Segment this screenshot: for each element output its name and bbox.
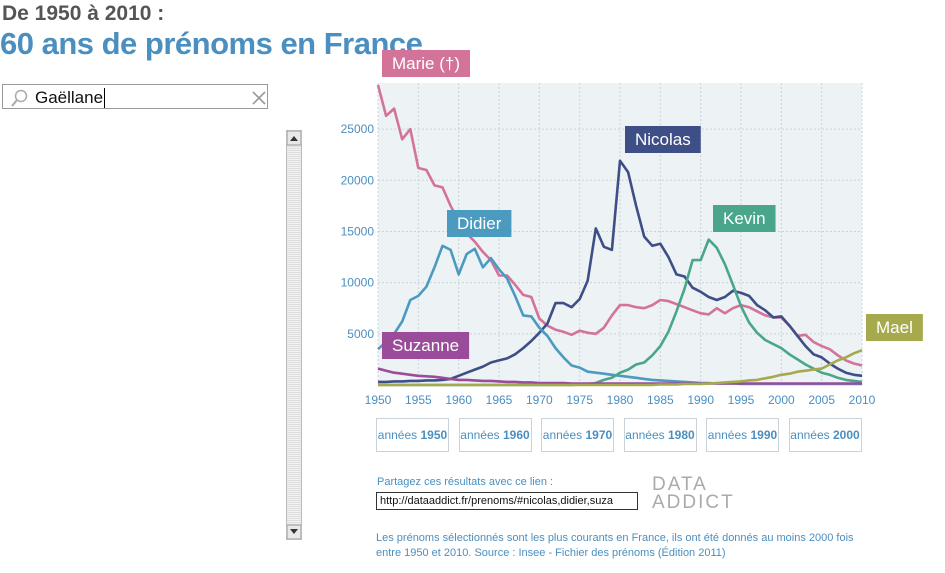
logo[interactable]: DATA ADDICT [652, 474, 735, 513]
series-tag[interactable]: Suzanne [382, 332, 470, 359]
y-tick-label: 20000 [341, 173, 375, 187]
series-tag[interactable]: Nicolas [625, 126, 701, 153]
search-icon [11, 89, 28, 107]
button-label: années [377, 428, 418, 442]
search-box[interactable]: Gaëllane [2, 84, 268, 109]
share-label: Partagez ces résultats avec ce lien : [377, 476, 554, 488]
series-line [378, 159, 863, 384]
series-line [378, 348, 863, 387]
series-line [377, 367, 862, 385]
tag-box [713, 205, 776, 232]
series-tag[interactable]: Kevin [713, 205, 776, 232]
x-tick-label: 1980 [607, 393, 634, 407]
tag-label: Marie (†) [392, 54, 460, 73]
x-tick-label: 1990 [687, 393, 714, 407]
footer-note: Les prénoms sélectionnés sont les plus c… [376, 532, 854, 559]
tag-label: Didier [457, 214, 502, 233]
button-label: années [542, 428, 583, 442]
x-tick-label: 1955 [405, 393, 432, 407]
tag-box [382, 50, 471, 77]
tag-label: Mael [876, 318, 913, 337]
decade-button[interactable]: années 1970 [541, 418, 614, 452]
x-tick-label: 1970 [526, 393, 553, 407]
x-tick-label: 1950 [365, 393, 392, 407]
series-tag[interactable]: Marie (†) [382, 50, 471, 77]
button-label: années [625, 428, 665, 442]
header-title: 60 ans de prénoms en France [0, 26, 423, 61]
tag-label: Nicolas [635, 130, 691, 149]
x-tick-label: 2005 [808, 393, 835, 407]
x-tick-label: 1985 [647, 393, 674, 407]
y-tick-label: 25000 [341, 122, 375, 136]
tag-box [625, 126, 701, 153]
share-url[interactable]: http://dataaddict.fr/prenoms/#nicolas,di… [376, 492, 638, 510]
y-tick-label: 5000 [347, 327, 374, 341]
decade-button[interactable]: années 2000 [788, 418, 862, 452]
header-subtitle: De 1950 à 2010 : [2, 2, 165, 25]
button-label: années [790, 428, 830, 442]
decade-button[interactable]: années 1960 [458, 418, 532, 452]
tag-label: Suzanne [392, 336, 459, 355]
button-decade: 1980 [668, 428, 695, 442]
button-label: années [707, 428, 748, 442]
logo-line: DATA [652, 474, 708, 495]
decade-button[interactable]: années 1950 [376, 418, 449, 452]
scroll-arrows [287, 131, 301, 539]
series-tag[interactable]: Mael [866, 314, 923, 341]
button-decade: 1970 [585, 428, 613, 442]
x-tick-label: 2000 [768, 393, 795, 407]
button-label: années [460, 428, 500, 442]
decade-button[interactable]: années 1980 [623, 418, 697, 452]
tag-box [447, 210, 512, 237]
x-tick-label: 1995 [728, 393, 755, 407]
clear-icon[interactable] [251, 90, 267, 106]
decade-button[interactable]: années 1990 [706, 418, 779, 452]
button-decade: 2000 [833, 428, 860, 442]
y-tick-label: 15000 [341, 224, 375, 238]
button-decade: 1960 [503, 428, 530, 442]
tag-box [382, 332, 470, 359]
logo-line: ADDICT [652, 492, 735, 513]
button-decade: 1950 [420, 428, 448, 442]
x-tick-label: 1975 [566, 393, 593, 407]
y-tick-label: 10000 [341, 276, 375, 290]
x-tick-label: 1965 [486, 393, 513, 407]
x-tick-label: 1960 [445, 393, 472, 407]
tag-label: Kevin [723, 209, 766, 228]
tag-box [866, 314, 923, 341]
series-tag[interactable]: Didier [447, 210, 512, 237]
search-value[interactable]: Gaëllane [35, 88, 106, 108]
button-decade: 1990 [750, 428, 778, 442]
x-tick-label: 2010 [849, 393, 876, 407]
scrollbar[interactable] [286, 130, 302, 540]
